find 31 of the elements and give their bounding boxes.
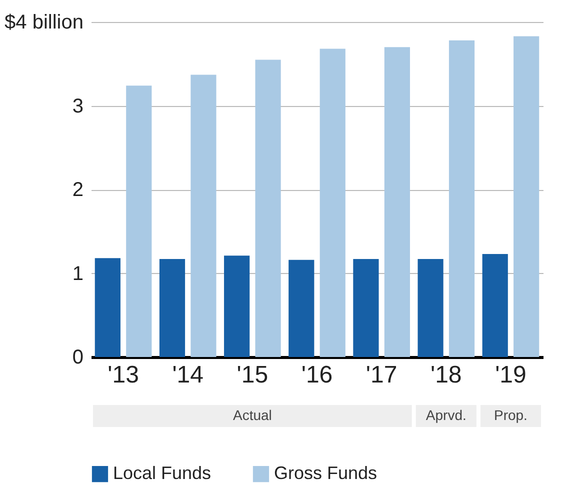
text: Prop.: [494, 407, 528, 423]
x-tick-label: '19: [495, 362, 526, 388]
bar: [94, 258, 120, 357]
x-tick-label: '16: [301, 362, 333, 388]
bar: [514, 36, 540, 357]
legend-label: Gross Funds: [274, 463, 378, 483]
bar: [190, 74, 216, 357]
bar: [353, 259, 379, 357]
bar: [159, 259, 186, 357]
bar: [288, 260, 314, 357]
text: Aprvd.: [426, 407, 466, 423]
y-tick-label: 2: [72, 179, 84, 201]
bar: [384, 47, 410, 357]
y-tick-label: 0: [72, 346, 84, 368]
legend-label: Local Funds: [113, 463, 212, 483]
bar: [255, 60, 281, 357]
x-tick-label: '14: [172, 362, 204, 388]
text: Actual: [232, 407, 272, 423]
x-tick-label: '18: [430, 362, 462, 388]
x-tick-label: '17: [366, 362, 398, 388]
y-tick-label: 3: [72, 95, 84, 118]
bar: [320, 48, 346, 357]
bar: [482, 254, 508, 357]
y-tick-label: 1: [72, 262, 84, 285]
bar: [224, 256, 250, 357]
bar: [448, 40, 475, 357]
bar: [418, 259, 444, 357]
x-tick-label: '15: [236, 362, 268, 388]
x-tick-label: '13: [108, 362, 139, 388]
y-tick-label: $4 billion: [4, 12, 84, 34]
bar: [126, 86, 152, 357]
